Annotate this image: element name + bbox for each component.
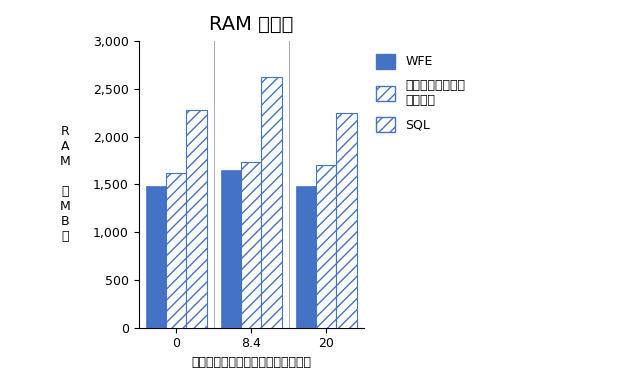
Bar <box>186 110 207 328</box>
Title: RAM 使用率: RAM 使用率 <box>209 15 293 34</box>
X-axis label: １分あたりに作成される平均用語数: １分あたりに作成される平均用語数 <box>191 356 311 369</box>
Bar <box>166 173 186 328</box>
Bar <box>316 165 337 328</box>
Bar <box>296 186 316 328</box>
Bar <box>241 162 261 328</box>
Bar <box>261 78 282 328</box>
Legend: WFE, アプリケーション
サーバー, SQL: WFE, アプリケーション サーバー, SQL <box>370 47 472 138</box>
Bar <box>146 186 166 328</box>
Bar <box>337 113 356 328</box>
Bar <box>221 170 241 328</box>
Y-axis label: R
A
M

（
M
B
）: R A M （ M B ） <box>60 126 70 243</box>
